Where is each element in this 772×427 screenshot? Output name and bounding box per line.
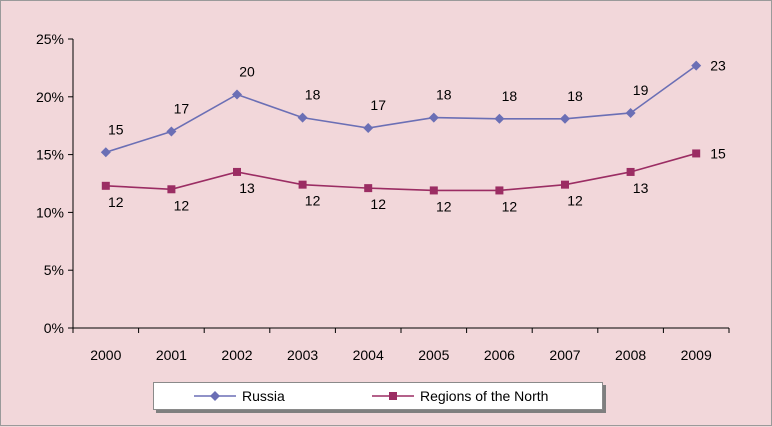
x-tick-label: 2006	[484, 347, 515, 363]
data-label: 12	[436, 198, 452, 214]
data-point-diamond	[428, 112, 439, 123]
legend: Russia Regions of the North	[153, 382, 603, 410]
data-point-diamond	[100, 147, 111, 158]
data-label: 12	[305, 193, 321, 209]
data-point-diamond	[494, 113, 505, 124]
data-point-diamond	[691, 60, 702, 71]
data-label: 15	[108, 121, 124, 137]
data-label: 15	[710, 145, 726, 161]
data-label: 13	[633, 180, 649, 196]
data-label: 12	[370, 196, 386, 212]
data-point-square	[429, 186, 438, 195]
y-axis-tick-labels: 0% 5% 10% 15% 20% 25%	[36, 31, 64, 336]
data-label: 12	[502, 198, 518, 214]
y-tick-label: 20%	[36, 89, 64, 105]
legend-label-russia: Russia	[242, 388, 285, 404]
series-layer: 15 17 20 18 17 18 18 18 19 23 12 12 13 12 12 12 12 12 13 15	[100, 58, 726, 214]
data-point-square	[626, 167, 635, 176]
x-tick-label: 2003	[287, 347, 318, 363]
y-tick-label: 25%	[36, 31, 64, 47]
series-regions-north: 12 12 13 12 12 12 12 12 13 15	[101, 145, 726, 214]
data-point-diamond	[166, 126, 177, 137]
legend-item-russia: Russia	[194, 383, 285, 409]
axes	[68, 38, 730, 333]
data-label: 19	[633, 82, 649, 98]
data-point-square	[495, 186, 504, 195]
data-label: 23	[710, 58, 726, 74]
legend-marker-russia	[194, 391, 236, 401]
y-tick-label: 5%	[44, 262, 64, 278]
data-label: 20	[239, 63, 255, 79]
data-label: 13	[239, 180, 255, 196]
series-line	[105, 64, 697, 154]
legend-label-regions-north: Regions of the North	[420, 388, 549, 404]
data-point-diamond	[560, 113, 570, 124]
x-tick-label: 2001	[156, 347, 187, 363]
x-tick-label: 2000	[90, 347, 121, 363]
x-axis-tick-labels: 2000 2001 2002 2003 2004 2005 2006 2007 2008 2009	[90, 347, 712, 363]
data-label: 17	[370, 97, 386, 113]
data-point-square	[692, 149, 701, 158]
y-tick-label: 15%	[36, 147, 64, 163]
data-point-square	[298, 180, 307, 189]
series-russia: 15 17 20 18 17 18 18 18 19 23	[100, 58, 726, 158]
x-tick-label: 2007	[549, 347, 580, 363]
data-point-square	[167, 185, 176, 194]
data-point-diamond	[232, 89, 242, 100]
x-tick-label: 2002	[221, 347, 252, 363]
y-tick-label: 0%	[44, 320, 64, 336]
data-point-diamond	[363, 123, 374, 134]
series-line	[105, 152, 697, 192]
x-tick-label: 2008	[615, 347, 646, 363]
data-point-square	[364, 184, 373, 193]
data-point-square	[233, 167, 241, 176]
legend-marker-regions-north	[372, 392, 414, 400]
data-label: 18	[436, 87, 452, 103]
data-label: 17	[174, 100, 190, 116]
x-tick-label: 2009	[681, 347, 712, 363]
legend-item-regions-north: Regions of the North	[372, 383, 548, 409]
data-point-square	[101, 181, 110, 190]
data-point-square	[561, 180, 569, 189]
data-label: 12	[174, 197, 190, 213]
data-point-diamond	[297, 112, 308, 123]
data-label: 18	[305, 87, 321, 103]
data-label: 12	[567, 193, 583, 209]
x-tick-label: 2004	[353, 347, 384, 363]
data-label: 18	[567, 88, 583, 104]
data-label: 12	[108, 194, 124, 210]
data-label: 18	[502, 88, 518, 104]
data-point-diamond	[625, 107, 636, 118]
y-tick-label: 10%	[36, 204, 64, 220]
x-tick-label: 2005	[418, 347, 449, 363]
